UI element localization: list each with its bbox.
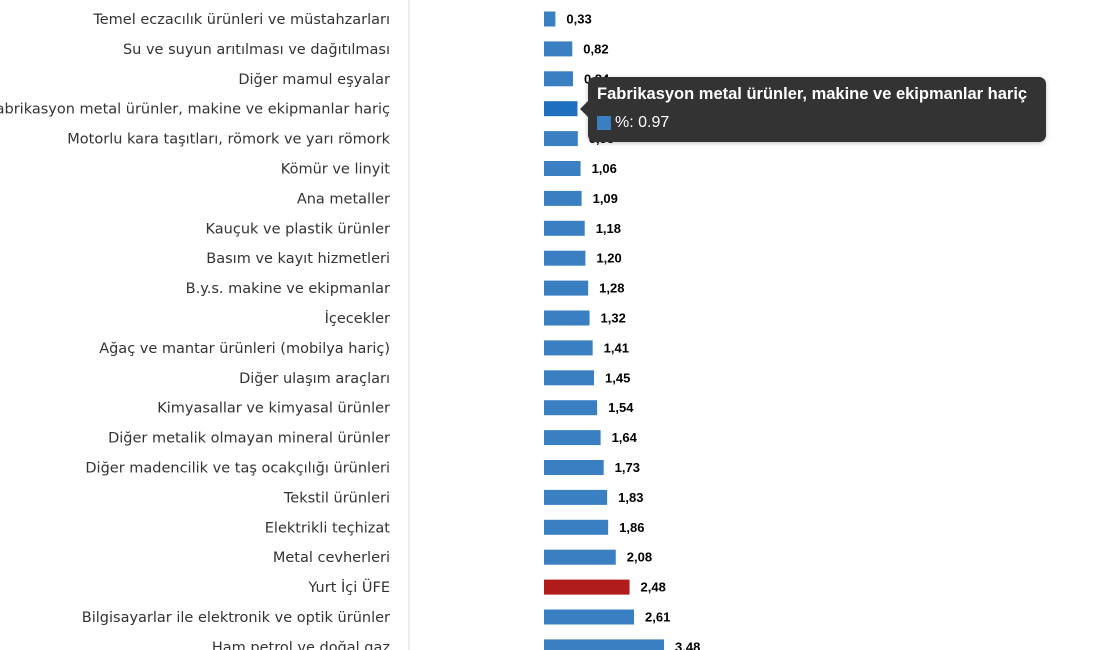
value-label: 1,20	[596, 251, 621, 266]
bar[interactable]	[544, 41, 573, 57]
bar[interactable]	[544, 609, 635, 625]
category-label: Ağaç ve mantar ürünleri (mobilya hariç)	[99, 341, 390, 357]
tooltip-series-swatch	[597, 116, 611, 130]
category-label: Kauçuk ve plastik ürünler	[206, 221, 390, 237]
category-label: Tekstil ürünleri	[283, 490, 390, 506]
category-label: Diğer metalik olmayan mineral ürünler	[108, 431, 390, 447]
bar[interactable]	[544, 190, 582, 206]
bar[interactable]	[544, 639, 665, 650]
value-label: 1,06	[592, 161, 617, 176]
highlighted-bar[interactable]	[544, 579, 630, 595]
tooltip-title: Fabrikasyon metal ürünler, makine ve eki…	[597, 85, 1028, 103]
bar[interactable]	[544, 489, 608, 505]
bar[interactable]	[544, 549, 616, 565]
value-label: 1,86	[619, 520, 644, 535]
tooltip-value: %: 0.97	[615, 114, 670, 131]
category-label: Kömür ve linyit	[281, 162, 391, 178]
category-label: Kimyasallar ve kimyasal ürünler	[157, 401, 390, 417]
value-label: 3,48	[675, 639, 700, 650]
value-label: 0,33	[566, 12, 591, 27]
tooltip: Fabrikasyon metal ürünler, makine ve eki…	[580, 77, 1046, 142]
category-label: Basım ve kayıt hizmetleri	[206, 251, 390, 267]
value-label: 1,83	[618, 490, 643, 505]
bar[interactable]	[544, 71, 573, 87]
bar[interactable]	[544, 220, 585, 236]
bar[interactable]	[544, 11, 556, 27]
bar[interactable]	[544, 250, 586, 266]
tooltip-arrow	[580, 101, 588, 117]
bar[interactable]	[544, 280, 589, 296]
bar[interactable]	[544, 340, 593, 356]
value-label: 1,73	[615, 460, 640, 475]
bar[interactable]	[544, 400, 598, 416]
category-label: Temel eczacılık ürünleri ve müstahzarlar…	[92, 12, 390, 28]
bar[interactable]	[544, 161, 581, 176]
value-label: 1,18	[596, 221, 621, 236]
value-label: 2,08	[627, 550, 652, 565]
category-label: Diğer mamul eşyalar	[238, 72, 390, 88]
category-label: Diğer madencilik ve taş ocakçılığı ürünl…	[85, 461, 390, 477]
bar[interactable]	[544, 370, 595, 386]
value-label: 1,45	[605, 370, 630, 385]
category-label: Diğer ulaşım araçları	[239, 371, 390, 387]
value-label: 2,48	[641, 580, 666, 595]
bar[interactable]	[544, 310, 590, 326]
value-label: 2,61	[645, 610, 670, 625]
category-label: Fabrikasyon metal ürünler, makine ve eki…	[0, 102, 390, 118]
value-label: 0,82	[583, 41, 608, 56]
bar[interactable]	[544, 430, 601, 446]
bar[interactable]	[544, 519, 609, 535]
category-label: B.y.s. makine ve ekipmanlar	[186, 281, 390, 297]
bar[interactable]	[544, 131, 578, 147]
category-label: Bilgisayarlar ile elektronik ve optik ür…	[82, 610, 390, 626]
category-label: Ana metaller	[297, 191, 390, 207]
category-label: İçecekler	[325, 309, 390, 327]
value-label: 1,32	[601, 311, 626, 326]
category-label: Elektrikli teçhizat	[265, 520, 391, 536]
category-label: Yurt İçi ÜFE	[307, 578, 390, 596]
bar[interactable]	[544, 101, 578, 117]
value-label: 1,64	[612, 430, 638, 445]
category-label: Su ve suyun arıtılması ve dağıtılması	[123, 42, 390, 58]
value-label: 1,41	[604, 340, 629, 355]
category-label: Motorlu kara taşıtları, römork ve yarı r…	[67, 132, 390, 148]
value-label: 1,54	[608, 400, 634, 415]
category-label: Ham petrol ve doğal gaz	[212, 640, 390, 650]
bar[interactable]	[544, 460, 604, 475]
value-label: 1,28	[599, 281, 624, 296]
category-label: Metal cevherleri	[273, 550, 390, 566]
tooltip-row: %: 0.97	[597, 114, 669, 132]
value-label: 1,09	[593, 191, 618, 206]
